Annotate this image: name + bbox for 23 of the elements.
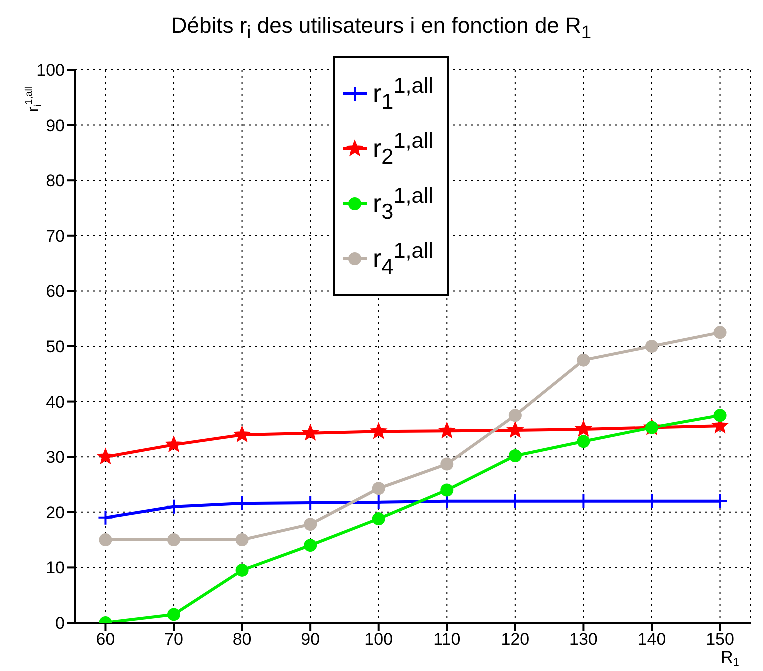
y-tick-label: 70 [46,226,65,246]
y-tick-label: 90 [46,116,65,136]
x-tick-label: 120 [501,630,530,650]
x-tick-label: 90 [301,630,320,650]
y-tick-label: 30 [46,448,65,468]
y-tick-label: 40 [46,392,65,412]
x-axis-title: R$_{1}$ [721,648,740,669]
chart-title: Débits r$_{i}$ des utilisateurs i en fonction de R$_{1}$ [170,12,593,44]
y-tick-label: 20 [46,503,65,522]
x-tick-label: 130 [570,630,598,650]
x-tick-label: 70 [164,630,184,650]
x-tick-label: 60 [96,630,116,650]
y-tick-label: 10 [46,558,65,578]
y-tick-label: 0 [56,614,65,634]
x-tick-label: 110 [434,630,461,650]
x-tick-label: 80 [232,630,252,650]
y-tick-label: 50 [46,338,65,357]
y-tick-label: 100 [36,61,65,80]
x-tick-label: 150 [706,630,734,650]
y-tick-label: 60 [46,282,65,302]
x-tick-label: 140 [638,630,666,650]
x-tick-label: 100 [364,630,394,650]
y-tick-label: 80 [46,172,65,191]
